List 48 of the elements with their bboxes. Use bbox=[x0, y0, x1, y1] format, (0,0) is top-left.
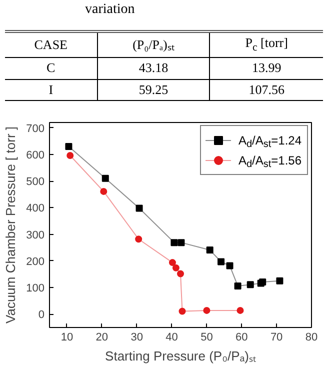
point bbox=[234, 282, 242, 290]
y-axis-title: Vacuum Chamber Pressure [ torr ] bbox=[3, 126, 18, 324]
y-tick-label: 600 bbox=[26, 149, 45, 162]
category-label: CASE bbox=[5, 32, 98, 58]
point bbox=[218, 258, 225, 266]
text: 13.99 bbox=[210, 58, 323, 80]
point bbox=[135, 236, 142, 243]
point bbox=[236, 306, 244, 314]
x-tick-label: 50 bbox=[200, 332, 213, 344]
x-tick-label: 60 bbox=[236, 332, 248, 344]
category-label: (P₀/Pₐ)ₛₜ bbox=[97, 32, 210, 58]
x-axis-title: Starting Pressure (P₀/Pₐ)ₛₜ bbox=[105, 348, 256, 364]
point bbox=[226, 262, 234, 270]
x-tick-label: 20 bbox=[96, 332, 108, 344]
point bbox=[206, 246, 214, 254]
point bbox=[170, 239, 178, 246]
y-tick-label: 700 bbox=[26, 122, 45, 135]
y-tick-label: 0 bbox=[38, 309, 45, 322]
y-tick-label: 500 bbox=[26, 176, 45, 188]
category-label: P$_{c}$ [torr] bbox=[210, 32, 323, 58]
text: 59.25 bbox=[97, 79, 210, 101]
point bbox=[177, 270, 184, 278]
point bbox=[246, 281, 254, 288]
x-tick-label: 80 bbox=[305, 332, 318, 344]
point bbox=[178, 308, 186, 315]
x-tick-label: 10 bbox=[60, 332, 74, 344]
text: I bbox=[5, 79, 98, 101]
point bbox=[168, 259, 176, 266]
x-tick-label: 70 bbox=[270, 332, 283, 344]
y-tick-label: 300 bbox=[26, 229, 45, 242]
y-tick-label: 100 bbox=[26, 282, 45, 295]
point bbox=[136, 204, 143, 212]
y-tick-label: 200 bbox=[26, 256, 45, 268]
x-tick-label: 30 bbox=[130, 332, 143, 344]
x-tick-label: 40 bbox=[166, 332, 178, 344]
text: 107.56 bbox=[210, 79, 323, 101]
point bbox=[102, 174, 109, 182]
point bbox=[203, 306, 210, 314]
text: C bbox=[5, 58, 98, 80]
point bbox=[65, 142, 72, 150]
point bbox=[100, 188, 108, 195]
point bbox=[66, 152, 74, 160]
text: variation bbox=[85, 1, 136, 19]
y-tick-label: 400 bbox=[26, 202, 45, 215]
point bbox=[178, 239, 185, 246]
text: 43.18 bbox=[97, 58, 210, 80]
point bbox=[172, 264, 180, 272]
point bbox=[276, 277, 284, 284]
